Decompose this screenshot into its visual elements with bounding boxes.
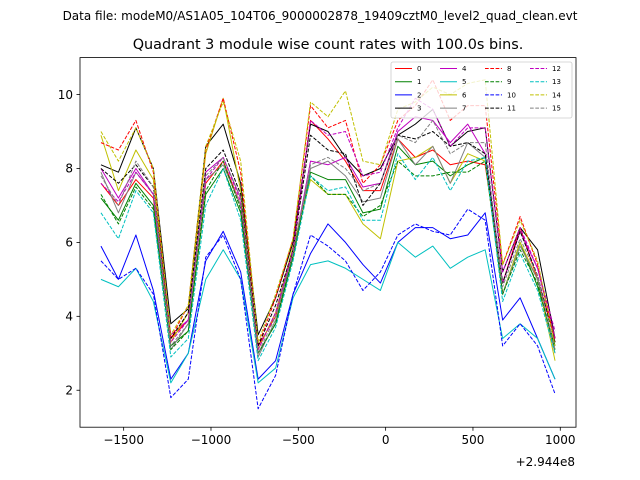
x-tick-label: 0 — [382, 433, 390, 447]
legend-entry-10: 10 — [485, 91, 516, 99]
legend-entry-6: 6 — [440, 91, 467, 99]
legend-entry-8: 8 — [485, 65, 511, 73]
y-tick-label: 6 — [65, 236, 73, 250]
x-axis: −1500 −1000 −500 0 500 1000 — [103, 427, 576, 447]
legend-label-6: 6 — [462, 91, 467, 99]
legend-entry-13: 13 — [530, 78, 561, 86]
legend-entry-2: 2 — [395, 91, 421, 99]
series-line-13 — [100, 153, 556, 362]
legend-label-0: 0 — [417, 65, 421, 73]
series-line-15 — [100, 119, 556, 354]
plot-background — [80, 57, 576, 428]
legend-entry-11: 11 — [485, 105, 516, 113]
legend-entry-1: 1 — [395, 78, 421, 86]
legend-entry-5: 5 — [440, 78, 466, 86]
legend-entry-4: 4 — [440, 65, 467, 73]
chart-title: Quadrant 3 module wise count rates with … — [133, 37, 524, 53]
x-tick-label: 500 — [462, 433, 485, 447]
y-axis: 2 4 6 8 10 — [58, 88, 80, 397]
legend-label-11: 11 — [507, 105, 516, 113]
series-line-2 — [100, 212, 556, 380]
y-tick-label: 8 — [65, 162, 73, 176]
legend-label-5: 5 — [462, 78, 466, 86]
series-line-9 — [100, 160, 556, 354]
legend-label-14: 14 — [552, 91, 561, 99]
y-tick-label: 2 — [65, 383, 73, 397]
legend-label-13: 13 — [552, 78, 561, 86]
legend-frame — [390, 61, 573, 119]
legend-label-1: 1 — [417, 78, 421, 86]
legend-entry-7: 7 — [440, 105, 466, 113]
legend-label-10: 10 — [507, 91, 516, 99]
legend-entry-9: 9 — [485, 78, 511, 86]
series-line-10 — [100, 208, 556, 410]
series-line-8 — [100, 79, 556, 347]
legend-entry-15: 15 — [530, 105, 561, 113]
legend-label-12: 12 — [552, 65, 561, 73]
series-line-11 — [100, 131, 556, 347]
legend-label-8: 8 — [507, 65, 511, 73]
legend-entry-3: 3 — [395, 105, 421, 113]
series-line-12 — [100, 97, 556, 351]
x-tick-label: −500 — [282, 433, 315, 447]
legend-label-4: 4 — [462, 65, 467, 73]
x-tick-label: −1500 — [103, 433, 144, 447]
x-tick-label: −1000 — [191, 433, 232, 447]
legend-entry-12: 12 — [530, 65, 561, 73]
legend-entry-14: 14 — [530, 91, 561, 99]
series-line-7 — [100, 138, 556, 358]
figure-suptitle: Data file: modeM0/AS1A05_104T06_90000028… — [63, 9, 578, 23]
legend-label-7: 7 — [462, 105, 466, 113]
y-tick-label: 10 — [58, 88, 73, 102]
x-tick-label: 1000 — [545, 433, 576, 447]
y-tick-label: 4 — [65, 310, 73, 324]
x-offset-label: +2.944e8 — [516, 455, 575, 469]
legend-label-2: 2 — [417, 91, 421, 99]
series-line-5 — [100, 241, 556, 384]
legend-label-9: 9 — [507, 78, 511, 86]
legend-label-3: 3 — [417, 105, 421, 113]
plot-area — [79, 57, 577, 428]
series-line-3 — [100, 108, 556, 339]
legend-entry-0: 0 — [395, 65, 421, 73]
legend-label-15: 15 — [552, 105, 561, 113]
